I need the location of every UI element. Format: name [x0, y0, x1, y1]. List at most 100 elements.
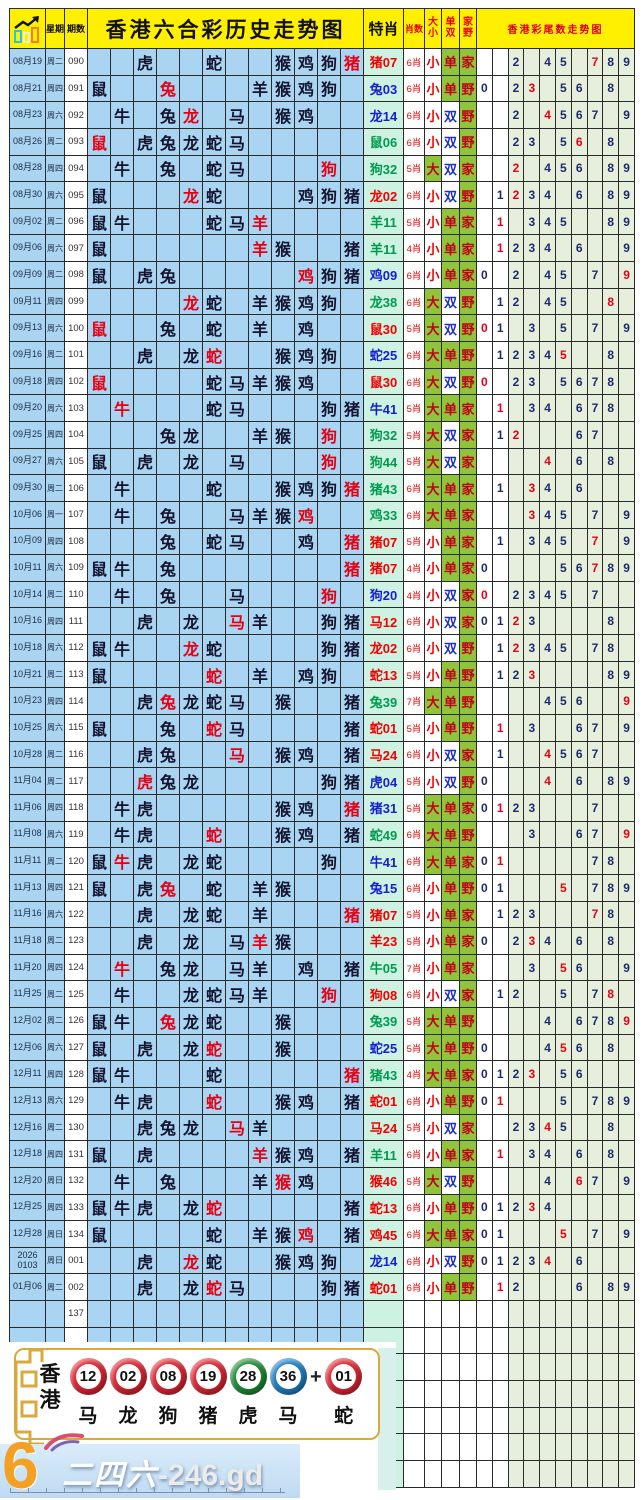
big-small-cell: 小	[425, 102, 442, 129]
zodiac-count-cell: 5肖	[404, 528, 425, 556]
date-cell: 12月28	[10, 1221, 46, 1248]
zodiac-cell	[226, 1301, 249, 1328]
tail-cell	[492, 1407, 509, 1435]
zodiac-cell: 狗	[318, 49, 341, 76]
tail-cell: 1	[492, 235, 509, 263]
zodiac-cell: 猴	[272, 475, 295, 502]
tail-cell	[555, 1460, 572, 1488]
zodiac-cell: 马	[226, 1274, 249, 1302]
period-cell: 126	[65, 1008, 88, 1035]
zodiac-count-cell: 4肖	[404, 235, 425, 263]
home-wild-cell: 家	[460, 262, 477, 289]
home-wild-cell: 野	[460, 874, 477, 902]
odd-even-cell: 双	[442, 1247, 460, 1275]
zodiac-cell	[226, 1008, 249, 1035]
zodiac-cell	[157, 848, 180, 875]
tail-cell	[508, 1381, 525, 1408]
tail-cell: 8	[603, 448, 620, 476]
odd-even-cell	[442, 1381, 460, 1408]
special-result-cell: 狗08	[364, 981, 404, 1009]
tail-cell	[603, 501, 620, 529]
zodiac-cell	[111, 368, 134, 396]
tail-cell: 7	[587, 848, 604, 875]
zodiac-cell: 兔	[157, 262, 180, 289]
tail-cell	[540, 1407, 556, 1435]
tail-cell: 0	[477, 1061, 493, 1088]
tail-cell: 6	[571, 448, 588, 476]
tail-cell: 8	[603, 1114, 620, 1142]
tail-cell: 5	[555, 208, 572, 236]
home-wild-cell: 家	[460, 448, 477, 476]
special-result-cell: 龙02	[364, 635, 404, 662]
zodiac-cell	[226, 1247, 249, 1275]
tail-cell: 6	[571, 235, 588, 263]
zodiac-cell: 鸡	[295, 368, 318, 396]
zodiac-cell	[88, 395, 111, 422]
week-cell	[46, 1301, 65, 1328]
week-cell: 周二	[46, 128, 65, 156]
home-wild-cell: 野	[460, 342, 477, 369]
tail-cell	[571, 1354, 588, 1382]
zodiac-cell	[272, 768, 295, 795]
zodiac-cell: 龙	[180, 981, 203, 1009]
zodiac-count-cell	[404, 1434, 425, 1461]
zodiac-cell	[157, 288, 180, 316]
date-cell: 08月21	[10, 75, 46, 103]
zodiac-cell	[203, 555, 226, 582]
zodiac-cell	[157, 1034, 180, 1062]
tail-cell	[571, 1460, 588, 1488]
zodiac-cell: 虎	[134, 901, 157, 929]
zodiac-count-cell: 5肖	[404, 208, 425, 236]
week-cell: 周四	[46, 75, 65, 103]
zodiac-cell	[111, 688, 134, 716]
tail-cell: 3	[524, 581, 541, 609]
zodiac-count-cell: 6肖	[404, 874, 425, 902]
tail-cell: 8	[603, 208, 620, 236]
week-cell: 周六	[46, 182, 65, 209]
odd-even-cell: 双	[442, 128, 460, 156]
zodiac-cell: 虎	[134, 342, 157, 369]
zodiac-cell	[272, 1274, 295, 1302]
tail-cell	[587, 1407, 604, 1435]
zodiac-cell	[249, 182, 272, 209]
tail-cell	[477, 635, 493, 662]
home-wild-cell: 野	[460, 688, 477, 716]
tail-cell	[555, 1301, 572, 1328]
tail-cell: 0	[477, 1194, 493, 1222]
zodiac-cell	[157, 794, 180, 822]
zodiac-cell	[295, 635, 318, 662]
zodiac-cell	[111, 421, 134, 449]
zodiac-cell: 猪	[341, 235, 364, 263]
tail-cell	[477, 1327, 493, 1355]
zodiac-cell	[272, 448, 295, 476]
tail-cell	[492, 1460, 509, 1488]
big-small-cell: 小	[425, 901, 442, 929]
date-cell: 11月13	[10, 874, 46, 902]
zodiac-cell	[295, 1061, 318, 1088]
zodiac-cell	[318, 1167, 341, 1195]
tail-cell: 6	[571, 715, 588, 742]
zodiac-cell: 龙	[180, 688, 203, 716]
tail-cell: 5	[555, 262, 572, 289]
zodiac-cell: 龙	[180, 1114, 203, 1142]
week-cell: 周二	[46, 208, 65, 236]
zodiac-cell: 狗	[318, 288, 341, 316]
tail-cell: 3	[524, 1247, 541, 1275]
tail-cell: 4	[540, 1114, 556, 1142]
zodiac-cell: 蛇	[203, 901, 226, 929]
big-small-cell	[425, 1460, 442, 1488]
zodiac-cell: 狗	[318, 1247, 341, 1275]
region-label: 香 港	[39, 1363, 61, 1413]
odd-even-cell: 单	[442, 262, 460, 289]
zodiac-cell	[249, 128, 272, 156]
date-cell: 10月21	[10, 661, 46, 689]
tail-cell: 3	[524, 501, 541, 529]
tail-cell: 1	[492, 901, 509, 929]
zodiac-cell	[88, 501, 111, 529]
table-row: 10月18 周六 112 鼠牛龙蛇狗猪龙02 6肖小双野 1 2 3 4 5 7 8	[10, 635, 635, 662]
zodiac-cell: 猪	[341, 1274, 364, 1302]
zodiac-cell	[111, 342, 134, 369]
zodiac-cell	[341, 1034, 364, 1062]
tail-cell	[492, 155, 509, 183]
tail-cell: 5	[555, 102, 572, 129]
